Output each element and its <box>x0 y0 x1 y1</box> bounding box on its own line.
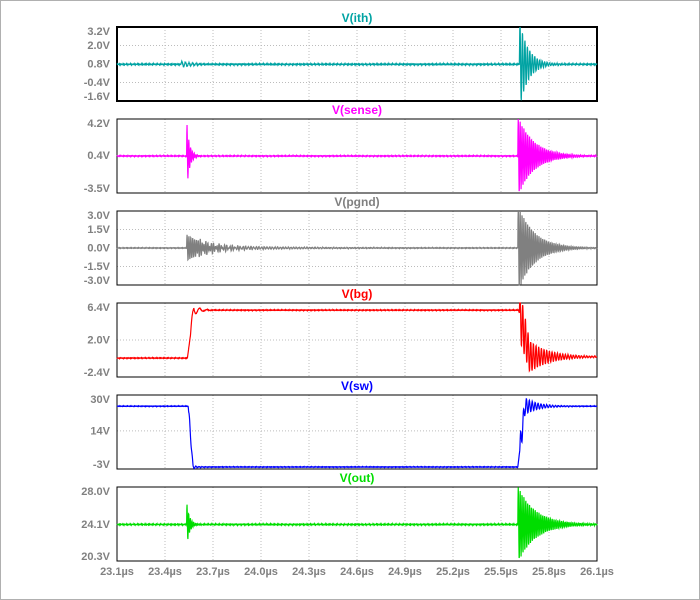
x-tick-label: 25.8µs <box>532 566 566 578</box>
svg-text:-1.6V: -1.6V <box>84 91 111 102</box>
svg-text:-3V: -3V <box>93 459 111 470</box>
x-tick-label: 25.2µs <box>436 566 470 578</box>
x-tick-label: 23.7µs <box>196 566 230 578</box>
svg-text:3.0V: 3.0V <box>87 210 110 222</box>
x-axis-labels: 23.1µs 23.4µs 23.7µs 24.0µs 24.3µs 24.6µs 24.9… <box>7 564 699 582</box>
plot-pane-vith[interactable]: 3.2V 2.0V 0.8V -0.4V -1.6V <box>7 26 667 102</box>
svg-text:0.8V: 0.8V <box>87 59 110 71</box>
panel-vout: V(out) 28.0V 24.1V 20.3V <box>7 471 699 562</box>
x-tick-label: 24.0µs <box>244 566 278 578</box>
svg-text:4.2V: 4.2V <box>87 118 110 130</box>
panel-vsense: V(sense) 4.2V 0.4V -3.5V <box>7 103 699 194</box>
trace-label-vpgnd[interactable]: V(pgnd) <box>334 195 380 209</box>
x-tick-label: 24.3µs <box>292 566 326 578</box>
svg-text:1.5V: 1.5V <box>87 224 110 236</box>
trace-label-vbg[interactable]: V(bg) <box>341 287 373 301</box>
svg-text:0.4V: 0.4V <box>87 150 110 162</box>
trace-label-vith[interactable]: V(ith) <box>341 11 373 25</box>
svg-text:28.0V: 28.0V <box>81 486 110 498</box>
trace-label-vsw[interactable]: V(sw) <box>340 379 373 393</box>
panel-vith: V(ith) 3.2V 2.0V 0.8V -0.4V -1.6V <box>7 11 699 102</box>
panel-vbg: V(bg) 6.4V 2.0V -2.4V <box>7 287 699 378</box>
svg-text:14V: 14V <box>90 425 110 437</box>
plot-pane-vout[interactable]: 28.0V 24.1V 20.3V <box>7 486 667 562</box>
svg-text:30V: 30V <box>90 394 110 406</box>
panel-vsw: V(sw) 30V 14V -3V <box>7 379 699 470</box>
svg-text:3.2V: 3.2V <box>87 26 110 38</box>
svg-text:-2.4V: -2.4V <box>84 367 111 378</box>
trace-label-vsense[interactable]: V(sense) <box>331 103 383 117</box>
x-tick-label: 23.1µs <box>100 566 134 578</box>
plot-pane-vsw[interactable]: 30V 14V -3V <box>7 394 667 470</box>
x-tick-label: 24.9µs <box>388 566 422 578</box>
svg-text:6.4V: 6.4V <box>87 302 110 314</box>
trace-label-vout[interactable]: V(out) <box>339 471 375 485</box>
panel-vpgnd: V(pgnd) 3.0V 1.5V 0.0V -1.5V -3.0V <box>7 195 699 286</box>
x-tick-label: 26.1µs <box>580 566 614 578</box>
svg-text:-1.5V: -1.5V <box>84 261 111 273</box>
x-tick-label: 24.6µs <box>340 566 374 578</box>
svg-text:2.0V: 2.0V <box>87 40 110 52</box>
svg-text:0.0V: 0.0V <box>87 243 110 255</box>
plot-pane-vpgnd[interactable]: 3.0V 1.5V 0.0V -1.5V -3.0V <box>7 210 667 286</box>
svg-text:-3.5V: -3.5V <box>84 183 111 194</box>
x-tick-label: 25.5µs <box>484 566 518 578</box>
svg-text:24.1V: 24.1V <box>81 519 110 531</box>
svg-text:2.0V: 2.0V <box>87 335 110 347</box>
svg-text:-0.4V: -0.4V <box>84 77 111 89</box>
svg-text:20.3V: 20.3V <box>81 551 110 562</box>
svg-text:-3.0V: -3.0V <box>84 275 111 286</box>
plot-pane-vbg[interactable]: 6.4V 2.0V -2.4V <box>7 302 667 378</box>
x-tick-label: 23.4µs <box>148 566 182 578</box>
plot-pane-vsense[interactable]: 4.2V 0.4V -3.5V <box>7 118 667 194</box>
